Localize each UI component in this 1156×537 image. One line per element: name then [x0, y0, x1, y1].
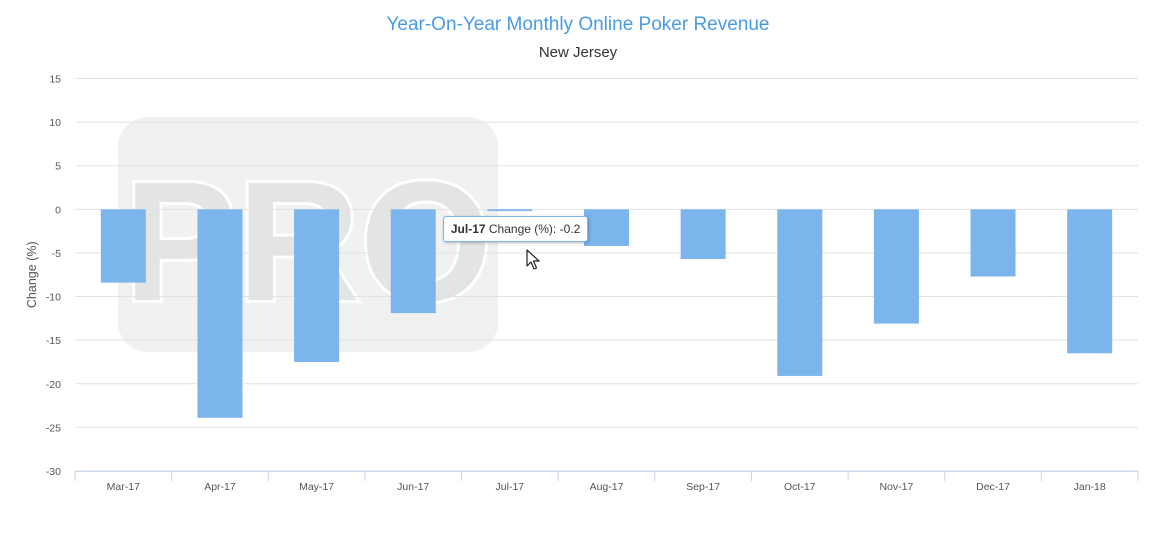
x-tick-label: Oct-17	[784, 481, 816, 493]
y-tick-label: 0	[55, 204, 61, 216]
y-tick-label: -20	[46, 379, 61, 391]
x-tick-label: Aug-17	[590, 481, 624, 493]
x-tick-label: Dec-17	[976, 481, 1010, 493]
tooltip-value: -0.2	[559, 222, 581, 237]
x-tick-label: May-17	[299, 481, 334, 493]
x-axis: Mar-17 Apr-17 May-17 Jun-17 Jul-17 Aug-17 Sep-…	[74, 471, 1139, 493]
y-tick-label: 15	[49, 74, 61, 86]
bar-oct-17[interactable]	[777, 209, 823, 376]
bar-jan-18[interactable]	[1067, 209, 1113, 354]
x-tick-label: Jan-18	[1074, 481, 1106, 493]
tooltip: Jul-17 Change (%): -0.2	[442, 216, 589, 243]
x-tick-label: Nov-17	[879, 481, 913, 493]
y-tick-label: -10	[46, 292, 61, 304]
chart-subtitle: New Jersey	[538, 44, 618, 61]
y-tick-label: -15	[46, 335, 61, 347]
tooltip-category: Jul-17	[450, 222, 486, 237]
y-tick-label: 10	[49, 117, 61, 129]
y-tick-label: -5	[52, 248, 61, 260]
bar-nov-17[interactable]	[873, 209, 919, 324]
bar-aug-17[interactable]	[584, 209, 629, 246]
chart-title: Year-On-Year Monthly Online Poker Revenu…	[386, 14, 770, 35]
bar-sep-17[interactable]	[680, 209, 726, 260]
y-axis-label: Change (%)	[25, 241, 39, 308]
bar-apr-17[interactable]	[197, 209, 243, 418]
x-tick-label: Apr-17	[204, 481, 236, 493]
bar-mar-17[interactable]	[100, 209, 146, 283]
bar-jun-17[interactable]	[390, 209, 436, 314]
y-tick-label: -25	[46, 422, 61, 434]
x-tick-label: Sep-17	[686, 481, 720, 493]
bar-may-17[interactable]	[294, 209, 340, 362]
tooltip-label: Change (%):	[488, 222, 557, 237]
y-tick-label: 5	[55, 161, 61, 173]
bars	[100, 209, 1113, 418]
x-tick-label: Jul-17	[496, 481, 525, 493]
x-tick-label: Jun-17	[397, 481, 429, 493]
y-axis-ticks: 15 10 5 0 -5 -10 -15 -20 -25 -30	[46, 74, 61, 479]
bar-dec-17[interactable]	[970, 209, 1016, 277]
x-tick-label: Mar-17	[107, 481, 140, 493]
y-tick-label: -30	[46, 466, 61, 478]
mouse-cursor-icon	[526, 249, 540, 270]
bar-jul-17[interactable]	[487, 209, 533, 212]
